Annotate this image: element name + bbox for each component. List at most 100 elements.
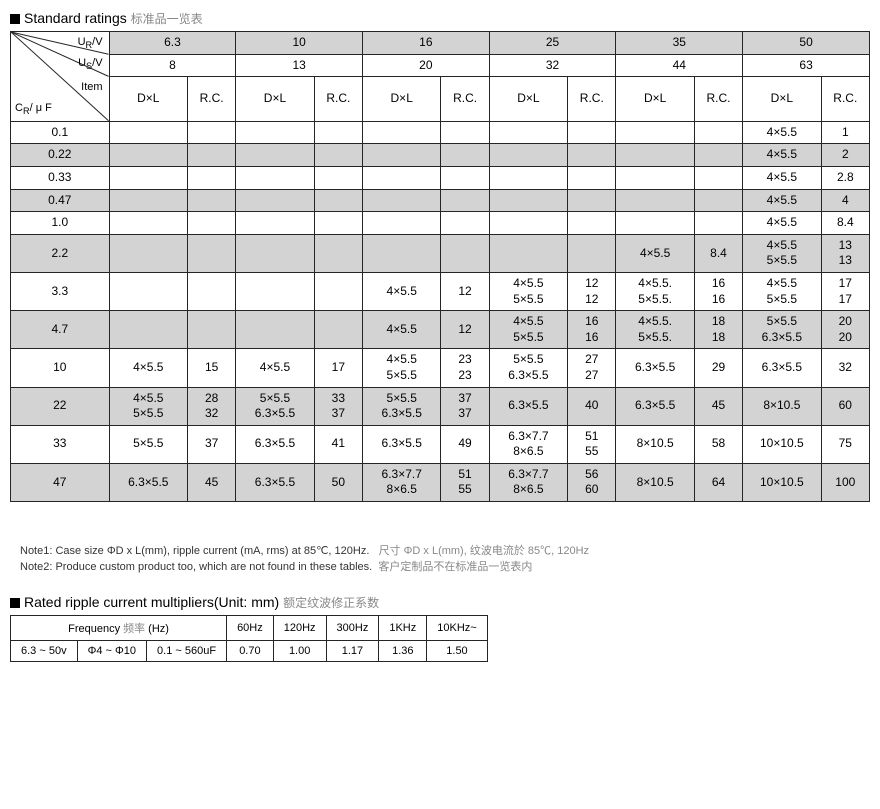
data-cell — [362, 121, 440, 144]
data-cell: 2.8 — [821, 166, 869, 189]
data-cell: 49 — [441, 425, 489, 463]
data-cell — [568, 144, 616, 167]
data-cell — [236, 234, 314, 272]
data-cell: 5×5.56.3×5.5 — [362, 387, 440, 425]
data-cell — [188, 234, 236, 272]
data-cell — [314, 311, 362, 349]
data-cell: 6.3×5.5 — [236, 463, 314, 501]
data-cell: 4×5.55×5.5 — [109, 387, 187, 425]
us-header: 44 — [616, 54, 743, 77]
data-cell: 4×5.5 — [743, 144, 821, 167]
mult-val: 0.70 — [227, 641, 274, 662]
data-cell: 6.3×5.5 — [236, 425, 314, 463]
data-cell: 4×5.55×5.5 — [743, 234, 821, 272]
data-cell: 4×5.5 — [743, 189, 821, 212]
data-cell: 58 — [694, 425, 742, 463]
ratings-table: UR/VUS/VItemCR/ μ F6.3101625355081320324… — [10, 31, 870, 502]
data-cell — [441, 212, 489, 235]
freq-label: Frequency 频率 (Hz) — [11, 616, 227, 641]
ur-header: 50 — [743, 32, 870, 55]
data-cell — [314, 144, 362, 167]
data-cell: 8.4 — [821, 212, 869, 235]
data-cell: 8×10.5 — [616, 425, 694, 463]
data-cell — [314, 234, 362, 272]
us-header: 32 — [489, 54, 616, 77]
data-cell: 6.3×5.5 — [109, 463, 187, 501]
data-cell — [188, 311, 236, 349]
data-cell: 40 — [568, 387, 616, 425]
ur-header: 16 — [362, 32, 489, 55]
data-cell — [236, 166, 314, 189]
ur-header: 25 — [489, 32, 616, 55]
data-cell — [441, 144, 489, 167]
us-header: 63 — [743, 54, 870, 77]
data-cell: 2832 — [188, 387, 236, 425]
rc-header: R.C. — [188, 77, 236, 122]
data-cell — [188, 189, 236, 212]
data-cell: 4×5.5 — [109, 349, 187, 387]
data-cell — [568, 234, 616, 272]
dl-header: D×L — [362, 77, 440, 122]
data-cell — [314, 212, 362, 235]
data-cell — [109, 234, 187, 272]
mult-val: 1.17 — [326, 641, 379, 662]
cap-value: 10 — [11, 349, 110, 387]
data-cell: 64 — [694, 463, 742, 501]
data-cell: 5×5.56.3×5.5 — [236, 387, 314, 425]
note2: Note2: Produce custom product too, which… — [20, 558, 860, 574]
data-cell: 6.3×7.78×6.5 — [489, 463, 567, 501]
data-cell: 4×5.55×5.5 — [489, 311, 567, 349]
data-cell — [616, 212, 694, 235]
data-cell — [616, 166, 694, 189]
data-cell: 3737 — [441, 387, 489, 425]
data-cell: 4×5.5 — [362, 311, 440, 349]
data-cell: 5660 — [568, 463, 616, 501]
data-cell: 2727 — [568, 349, 616, 387]
data-cell — [314, 272, 362, 310]
data-cell: 75 — [821, 425, 869, 463]
data-cell: 6.3×5.5 — [616, 387, 694, 425]
cap-value: 33 — [11, 425, 110, 463]
data-cell: 50 — [314, 463, 362, 501]
data-cell: 1313 — [821, 234, 869, 272]
data-cell — [441, 166, 489, 189]
range-v: 6.3 ~ 50v — [11, 641, 78, 662]
data-cell — [489, 189, 567, 212]
data-cell: 4×5.5 — [743, 121, 821, 144]
title-en: Standard ratings — [24, 10, 127, 26]
us-header: 8 — [109, 54, 236, 77]
data-cell — [109, 144, 187, 167]
data-cell: 6.3×7.78×6.5 — [362, 463, 440, 501]
data-cell — [188, 166, 236, 189]
data-cell: 1 — [821, 121, 869, 144]
data-cell: 17 — [314, 349, 362, 387]
data-cell: 12 — [441, 272, 489, 310]
data-cell: 5×5.56.3×5.5 — [489, 349, 567, 387]
data-cell: 4×5.5 — [743, 166, 821, 189]
data-cell: 5155 — [441, 463, 489, 501]
data-cell — [362, 234, 440, 272]
data-cell: 6.3×5.5 — [489, 387, 567, 425]
note1: Note1: Case size ΦD x L(mm), ripple curr… — [20, 542, 860, 558]
cap-value: 2.2 — [11, 234, 110, 272]
dl-header: D×L — [743, 77, 821, 122]
data-cell — [568, 121, 616, 144]
data-cell: 4×5.5 — [743, 212, 821, 235]
data-cell — [109, 166, 187, 189]
data-cell: 6.3×5.5 — [743, 349, 821, 387]
data-cell: 6.3×7.78×6.5 — [489, 425, 567, 463]
cap-value: 3.3 — [11, 272, 110, 310]
data-cell: 32 — [821, 349, 869, 387]
dl-header: D×L — [109, 77, 187, 122]
data-cell — [188, 144, 236, 167]
data-cell: 1616 — [694, 272, 742, 310]
data-cell — [188, 121, 236, 144]
data-cell: 1212 — [568, 272, 616, 310]
data-cell — [616, 121, 694, 144]
data-cell — [314, 121, 362, 144]
dl-header: D×L — [236, 77, 314, 122]
ur-header: 10 — [236, 32, 363, 55]
data-cell: 45 — [694, 387, 742, 425]
data-cell — [489, 166, 567, 189]
data-cell: 4×5.5.5×5.5. — [616, 272, 694, 310]
